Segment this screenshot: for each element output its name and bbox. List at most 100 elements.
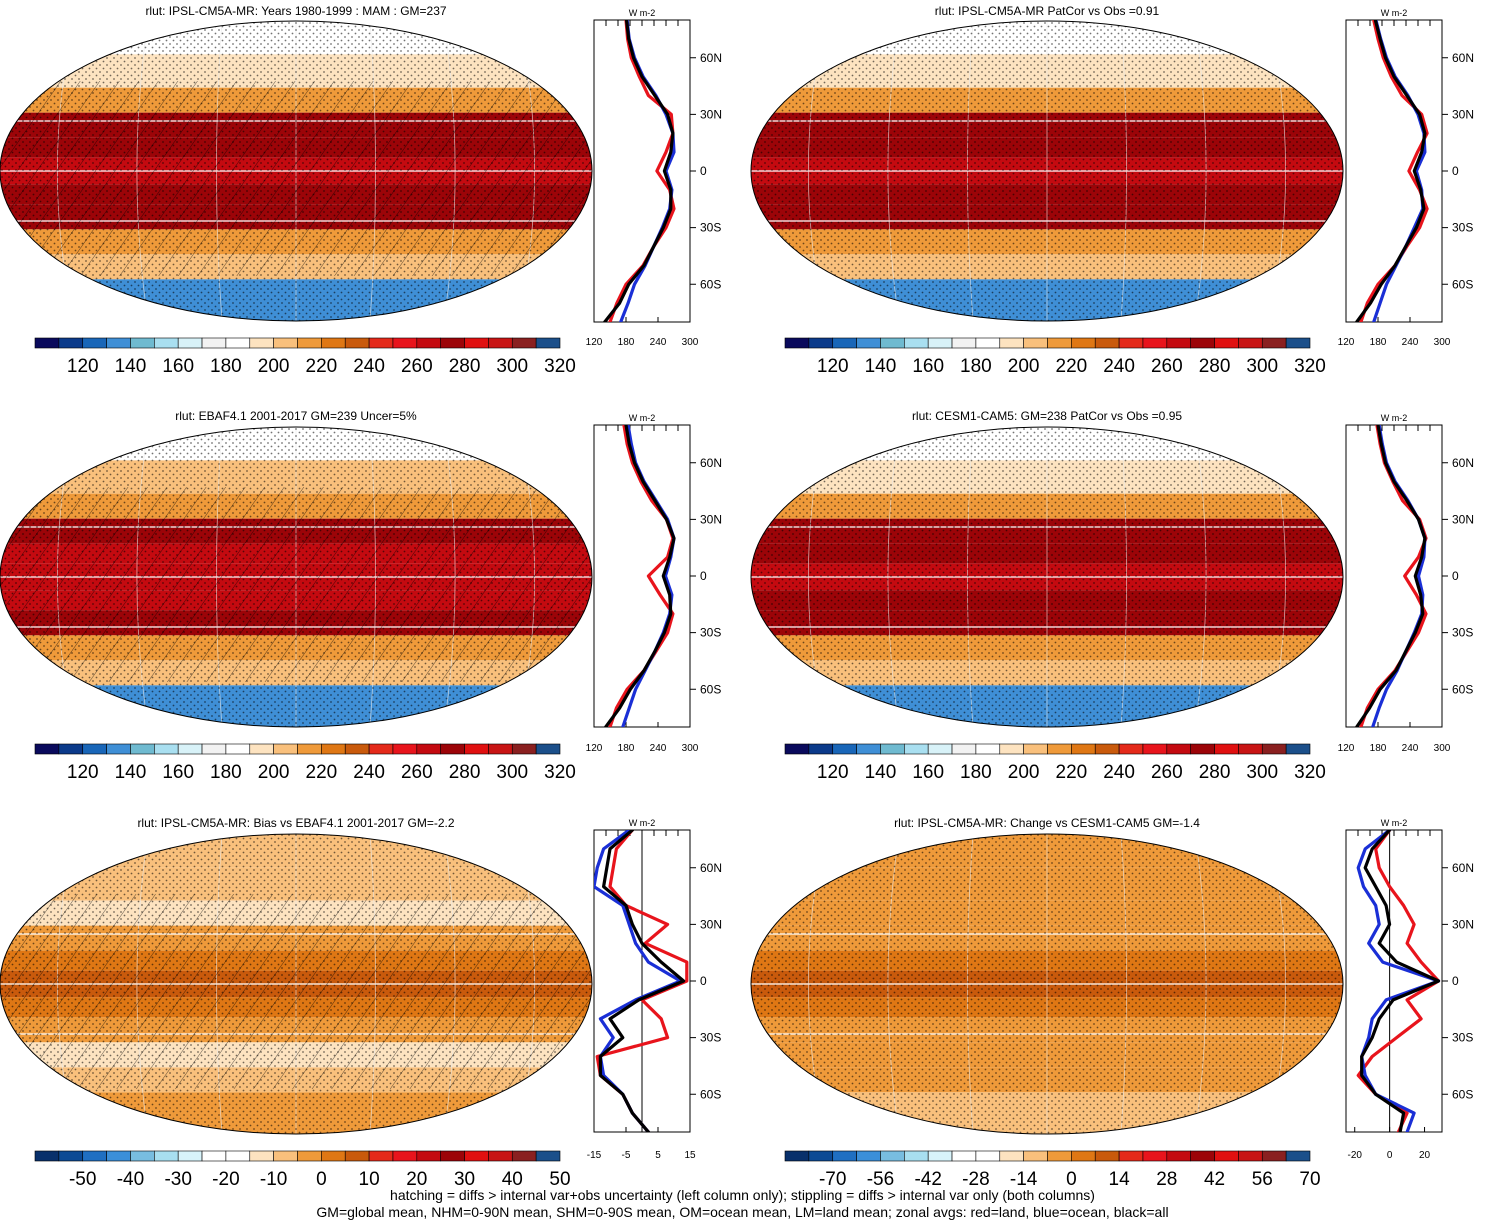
colorbar-label: 0	[316, 1169, 327, 1190]
colorbar-swatch	[440, 743, 465, 755]
colorbar-swatch	[535, 743, 561, 755]
colorbar-swatch	[904, 743, 929, 755]
colorbar-swatch	[1118, 743, 1144, 755]
panel-bottom-right: rlut: IPSL-CM5A-MR: Change vs CESM1-CAM5…	[750, 816, 1474, 1190]
panel-title: rlut: IPSL-CM5A-MR: Years 1980-1999 : MA…	[145, 4, 446, 18]
colorbar-label: 20	[406, 1169, 427, 1190]
colorbar-label: 300	[496, 356, 528, 377]
colorbar-swatch	[784, 1150, 810, 1162]
colorbar-swatch	[511, 743, 537, 755]
colorbar-swatch	[416, 743, 441, 755]
profile-lines	[594, 830, 689, 1132]
colorbar-swatch	[832, 743, 857, 755]
colorbar-swatch	[273, 1150, 298, 1162]
profile-line-all	[603, 20, 675, 322]
colorbar-swatch	[511, 1150, 537, 1162]
colorbar-swatch	[321, 1150, 346, 1162]
colorbar-swatch	[1047, 743, 1072, 755]
profile-xtick-label: 240	[1402, 743, 1419, 754]
colorbar-swatch	[297, 337, 322, 349]
profile-xtick-label: 180	[618, 337, 635, 348]
colorbar-swatch	[808, 743, 834, 755]
profile-xtick-label: 120	[1338, 743, 1355, 754]
profile-xtick-label: 240	[650, 337, 667, 348]
colorbar-swatch	[880, 743, 905, 755]
colorbar-swatch	[511, 337, 537, 349]
colorbar-swatch	[130, 337, 155, 349]
panel-title: rlut: IPSL-CM5A-MR: Bias vs EBAF4.1 2001…	[137, 816, 454, 830]
stipple-overlay	[751, 834, 1343, 1134]
colorbar-swatch	[440, 1150, 465, 1162]
colorbar-swatch	[927, 743, 953, 755]
profile-xtick-label: 180	[618, 743, 635, 754]
colorbar-label: 160	[162, 356, 194, 377]
colorbar-swatch	[106, 743, 131, 755]
colorbar-swatch	[1238, 337, 1263, 349]
panel-middle-right: rlut: CESM1-CAM5: GM=238 PatCor vs Obs =…	[750, 409, 1474, 783]
colorbar-swatch	[975, 743, 1001, 755]
colorbar-label: 240	[353, 762, 385, 783]
profile-lines	[1355, 20, 1429, 322]
colorbar-swatch	[344, 743, 370, 755]
profile-xtick-label: -5	[622, 1150, 631, 1161]
colorbar-swatch	[880, 337, 905, 349]
colorbar-swatch	[201, 337, 227, 349]
profile-unit: W m-2	[1381, 818, 1408, 828]
profile-unit: W m-2	[629, 818, 656, 828]
colorbar-swatch	[368, 1150, 394, 1162]
colorbar-label: 220	[1056, 356, 1088, 377]
profile-xtick-label: 120	[586, 337, 603, 348]
colorbar-label: 42	[1204, 1169, 1225, 1190]
colorbar-swatch	[34, 1150, 60, 1162]
colorbar-swatch	[58, 1150, 84, 1162]
colorbar-label: 120	[67, 762, 99, 783]
colorbar-swatch	[177, 743, 203, 755]
profile-ytick-label: 60N	[700, 861, 722, 875]
profile-line-all	[598, 830, 686, 1132]
map-outline	[750, 426, 1344, 728]
panel-title: rlut: IPSL-CM5A-MR PatCor vs Obs =0.91	[935, 4, 1160, 18]
colorbar-swatch	[177, 1150, 203, 1162]
colorbar-label: 300	[1246, 762, 1278, 783]
colorbar-swatch	[1190, 743, 1215, 755]
colorbar-label: 240	[1103, 356, 1135, 377]
colorbar-swatch	[1285, 1150, 1311, 1162]
colorbar-swatch	[154, 1150, 179, 1162]
profile-ytick-label: 30S	[1452, 221, 1473, 235]
profile-ytick-label: 30S	[700, 626, 721, 640]
profile-xtick-label: 120	[1338, 337, 1355, 348]
profile-ytick-label: 30S	[1452, 626, 1473, 640]
map-outline	[750, 20, 1344, 322]
profile-ytick-label: 60N	[700, 51, 722, 65]
colorbar-swatch	[856, 743, 881, 755]
colorbar-swatch	[368, 743, 394, 755]
profile-lines	[604, 425, 676, 727]
colorbar-swatch	[201, 1150, 227, 1162]
profile-ytick-label: 60S	[700, 277, 721, 291]
colorbar-swatch	[249, 337, 274, 349]
profile-xtick-label: 120	[586, 743, 603, 754]
colorbar-swatch	[488, 337, 513, 349]
profile-ytick-label: 0	[1452, 569, 1459, 583]
colorbar-swatch	[927, 1150, 953, 1162]
colorbar-label: 30	[454, 1169, 475, 1190]
hatch-overlay	[0, 487, 592, 682]
colorbar-swatch	[58, 337, 84, 349]
profile-xtick-label: 300	[682, 337, 699, 348]
profile-ytick-label: 0	[1452, 974, 1459, 988]
colorbar-label: 260	[401, 762, 433, 783]
colorbar: -50 -40 -30 -20 -10 0 10 20 30 40 50	[34, 1150, 571, 1190]
colorbar-label: 320	[544, 356, 576, 377]
colorbar-label: 56	[1252, 1169, 1273, 1190]
panel-title: rlut: IPSL-CM5A-MR: Change vs CESM1-CAM5…	[894, 816, 1200, 830]
colorbar-swatch	[1166, 1150, 1191, 1162]
colorbar-label: 260	[1151, 356, 1183, 377]
colorbar-swatch	[1142, 1150, 1168, 1162]
profile-xtick-label: -20	[1348, 1150, 1363, 1161]
colorbar-label: 320	[1294, 762, 1326, 783]
colorbar-label: 320	[1294, 356, 1326, 377]
map	[751, 834, 1343, 1134]
colorbar-swatch	[344, 337, 370, 349]
colorbar-label: 0	[1066, 1169, 1077, 1190]
